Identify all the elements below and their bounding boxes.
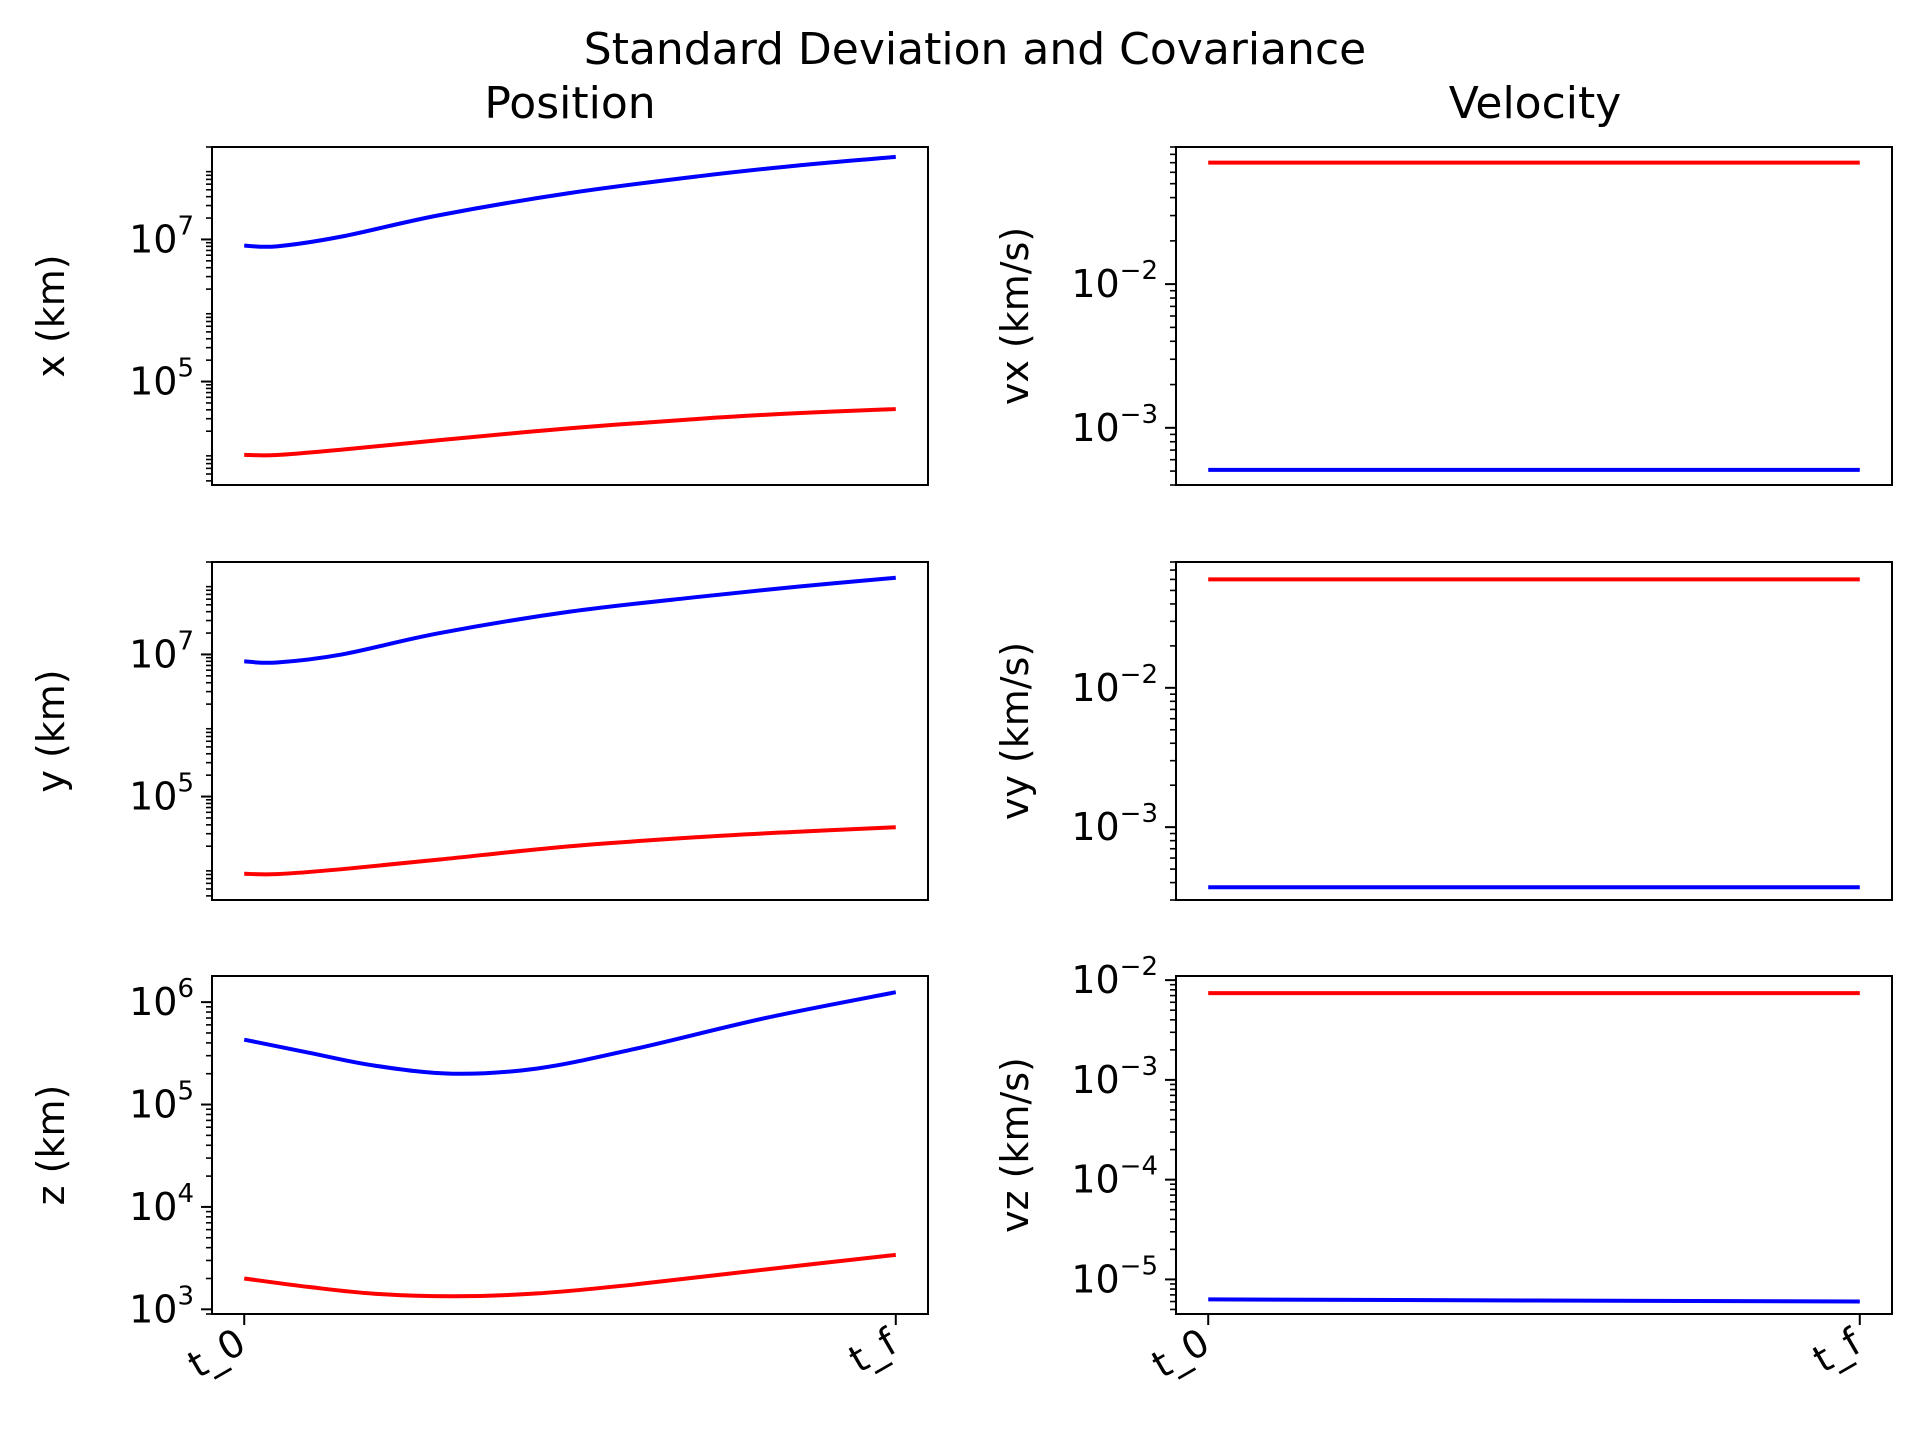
series-line-red	[243, 1252, 897, 1299]
y-tick-label: 103	[129, 1281, 194, 1331]
y-tick-label: 105	[129, 354, 194, 404]
y-tick-label: 10−3	[1071, 1052, 1158, 1102]
figure-title: Standard Deviation and Covariance	[584, 24, 1366, 75]
axes-frame	[211, 146, 929, 486]
y-tick-label: 10−4	[1071, 1152, 1158, 1202]
series-line-red	[244, 825, 896, 877]
y-tick-label: 10−3	[1071, 400, 1158, 450]
y-tick-label: 107	[129, 211, 194, 261]
column-title-position: Position	[484, 78, 655, 129]
y-axis-label: x (km)	[29, 254, 73, 377]
column-title-velocity: Velocity	[1449, 78, 1622, 129]
axes-frame	[1175, 146, 1893, 486]
y-tick-label: 105	[129, 769, 194, 819]
y-tick-label: 10−5	[1071, 1251, 1158, 1301]
axes-frame	[211, 975, 929, 1315]
y-tick-label: 10−2	[1071, 256, 1158, 306]
axes-frame	[1175, 975, 1893, 1315]
series-line-blue	[244, 154, 896, 249]
panel-x: 105 107 x (km)	[29, 146, 929, 486]
y-axis-label: z (km)	[29, 1085, 73, 1206]
axes-frame	[211, 561, 929, 901]
panel-vx: 10−3 10−2 vx (km/s)	[993, 146, 1893, 486]
series-line-blue	[244, 575, 896, 665]
series-line-red	[244, 407, 896, 458]
y-tick-label: 104	[129, 1179, 194, 1229]
y-axis-label: y (km)	[29, 669, 73, 792]
y-tick-label: 106	[129, 974, 194, 1024]
panel-y: 105 107 y (km)	[29, 561, 929, 901]
series-line-blue	[1208, 1297, 1860, 1304]
y-axis-label: vy (km/s)	[993, 642, 1037, 820]
y-tick-label: 107	[129, 626, 194, 676]
y-tick-label: 10−2	[1071, 952, 1158, 1002]
axes-frame	[1175, 561, 1893, 901]
y-tick-label: 10−3	[1071, 799, 1158, 849]
y-axis-label: vz (km/s)	[993, 1057, 1037, 1233]
y-tick-label: 105	[129, 1077, 194, 1127]
panel-vy: 10−3 10−2 vy (km/s)	[993, 561, 1893, 901]
y-axis-label: vx (km/s)	[993, 227, 1037, 405]
series-line-blue	[243, 990, 897, 1076]
y-tick-label: 10−2	[1071, 660, 1158, 710]
